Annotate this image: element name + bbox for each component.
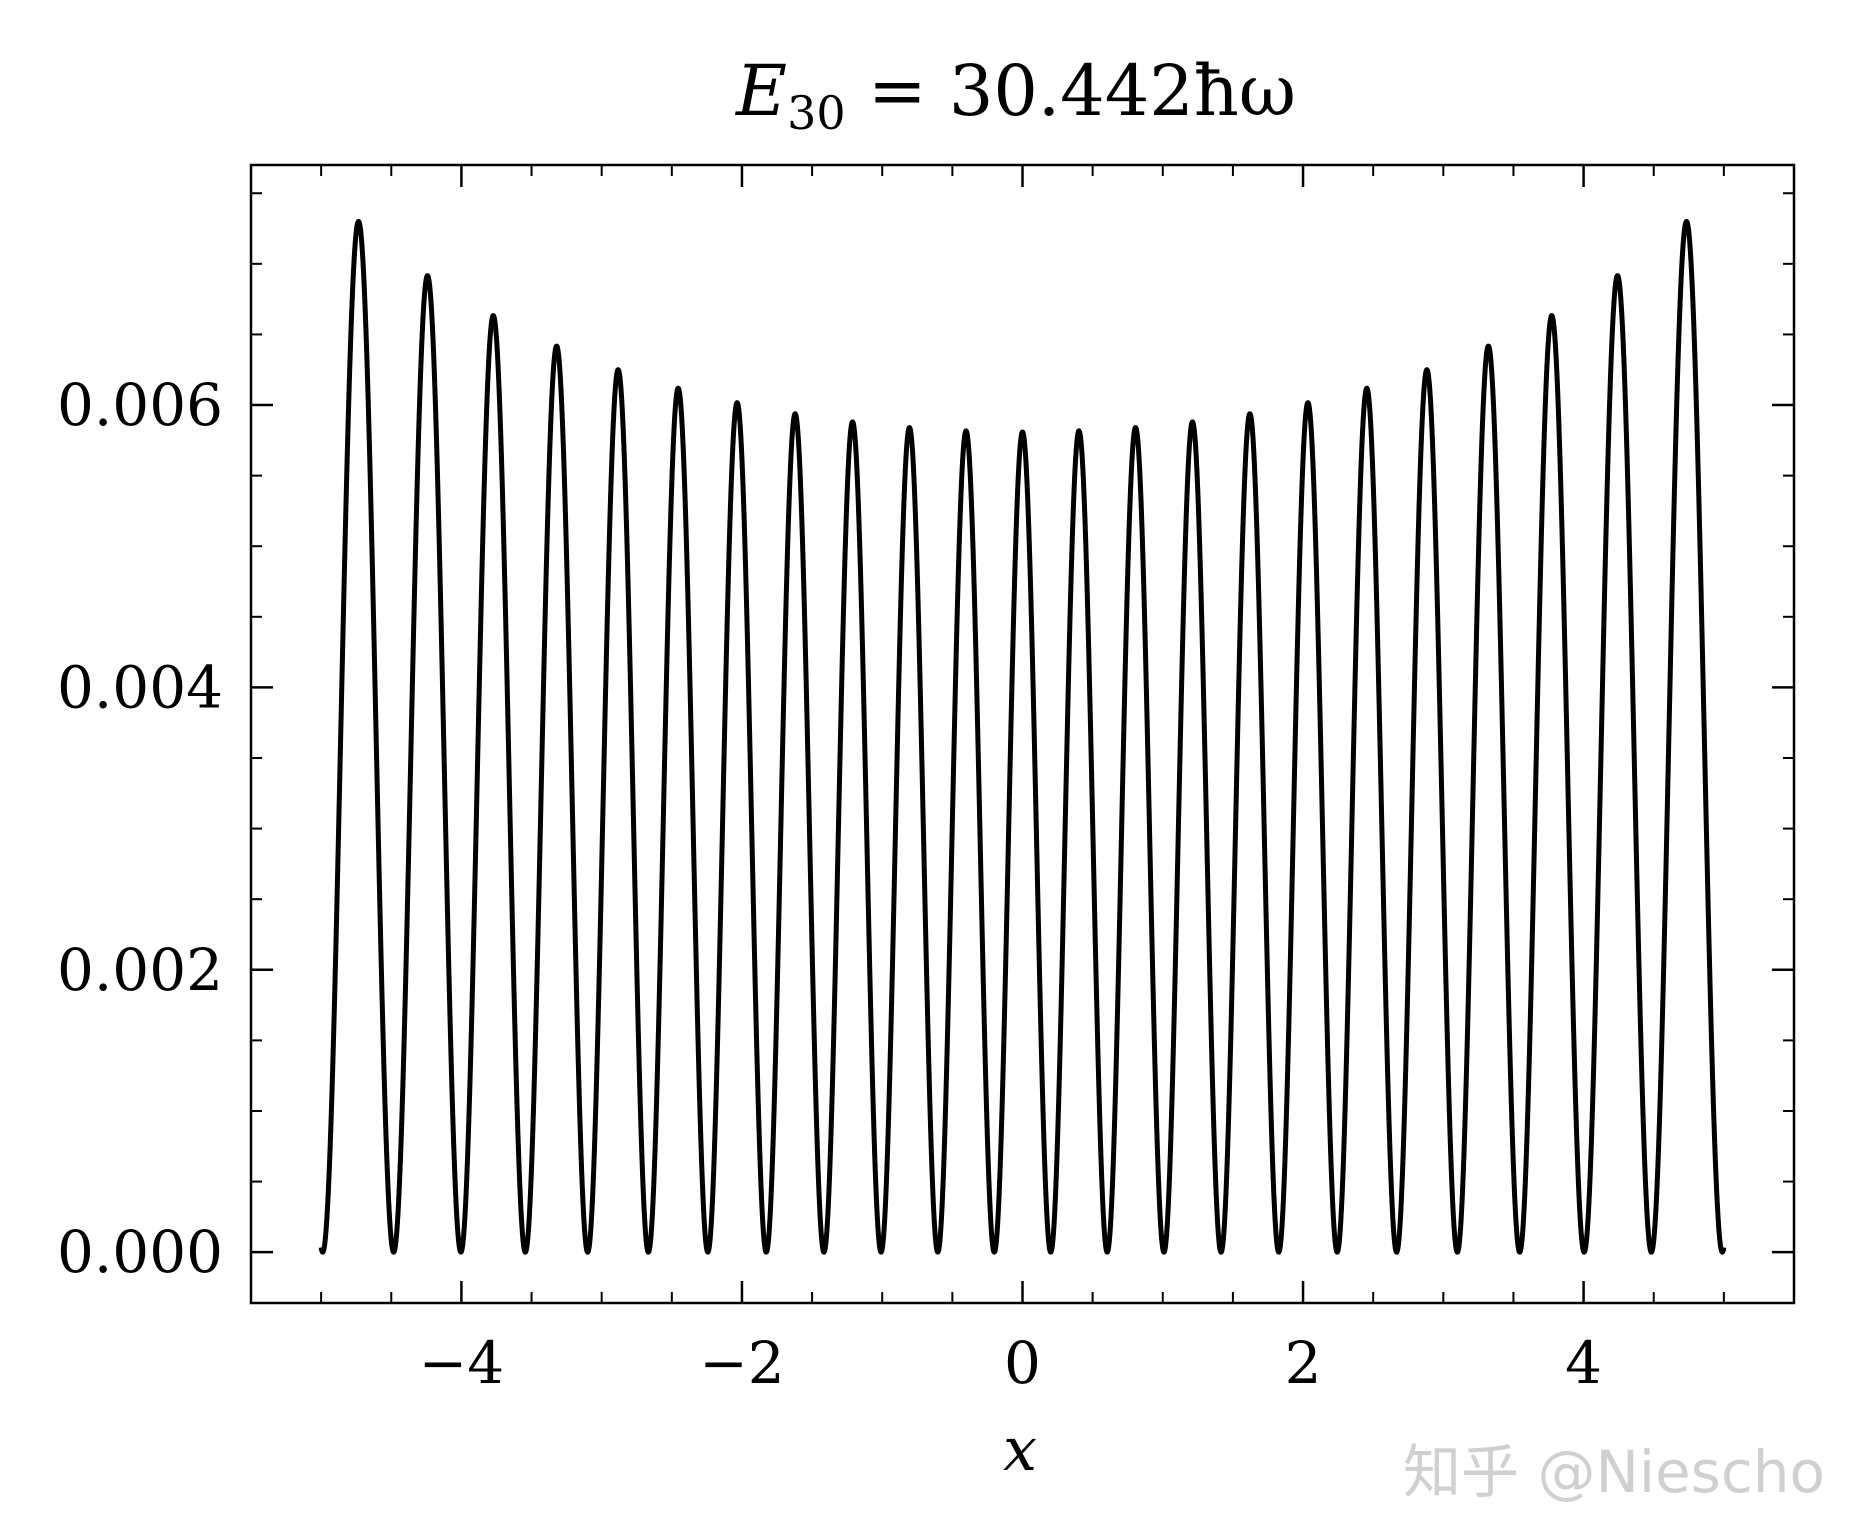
y-tick-labels: 0.000 0.002 0.004 0.006 <box>57 371 223 1286</box>
minor-ticks <box>251 165 1794 1303</box>
x-tick-labels: −4 −2 0 2 4 <box>419 1329 1602 1397</box>
probability-density-line <box>318 218 1727 1255</box>
y-tick-label: 0.004 <box>57 653 223 721</box>
chart-title-base: E <box>734 50 787 132</box>
x-axis-label: x <box>1003 1415 1037 1485</box>
x-tick-label: −4 <box>419 1329 505 1397</box>
plot-frame <box>249 163 1796 1305</box>
watermark: 知乎 @Niescho <box>1403 1438 1825 1506</box>
y-tick-label: 0.000 <box>57 1218 223 1286</box>
major-ticks <box>251 165 1794 1303</box>
chart-title-rest: = 30.442ħω <box>846 50 1296 132</box>
y-tick-label: 0.002 <box>57 936 223 1004</box>
x-tick-label: 0 <box>1004 1329 1041 1397</box>
chart-title: E30 = 30.442ħω <box>734 50 1296 140</box>
x-tick-label: 2 <box>1285 1329 1322 1397</box>
y-tick-label: 0.006 <box>57 371 223 439</box>
chart-title-subscript: 30 <box>787 86 846 140</box>
x-tick-label: 4 <box>1565 1329 1602 1397</box>
x-tick-label: −2 <box>699 1329 785 1397</box>
